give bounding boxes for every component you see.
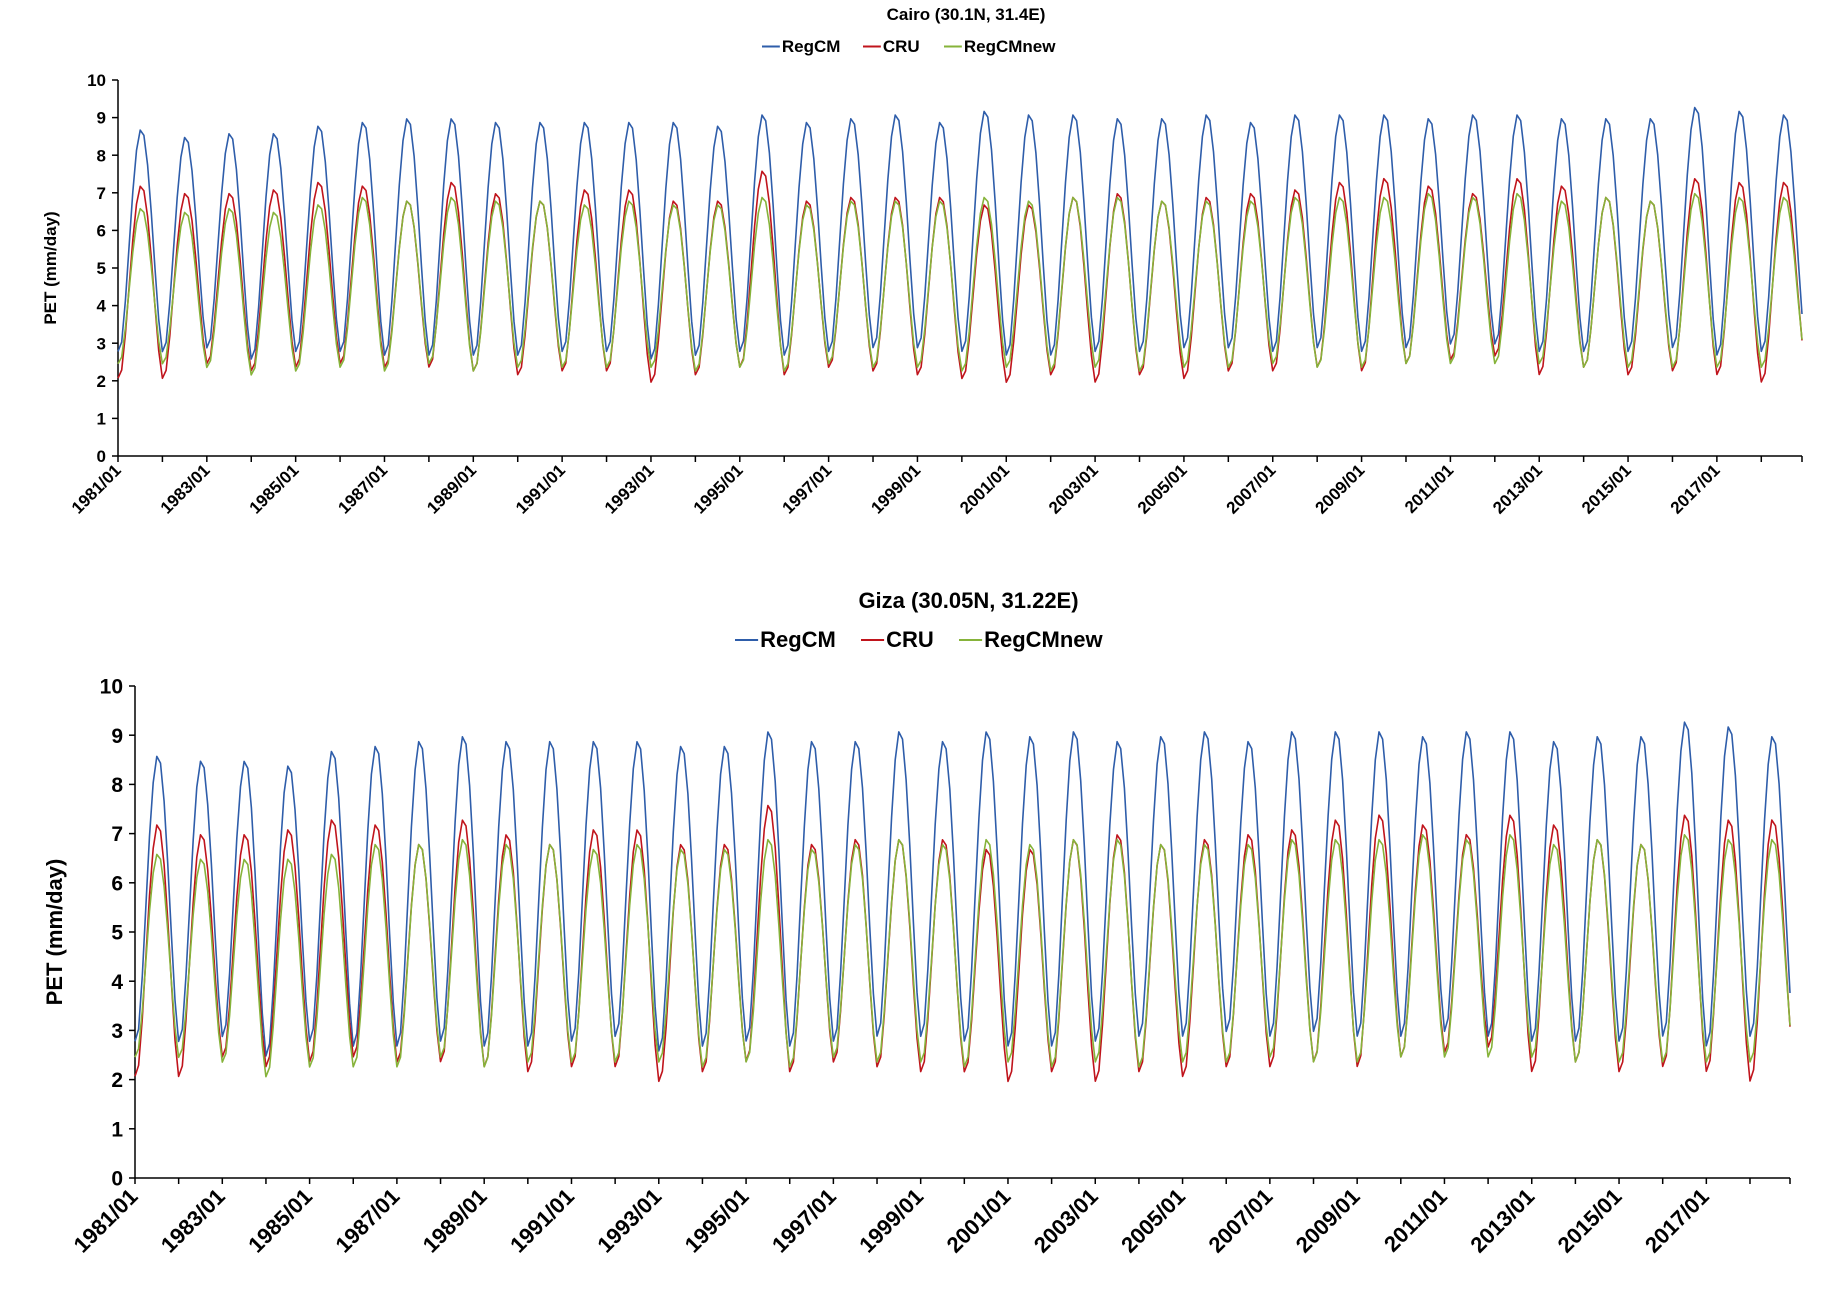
cairo-x-tick-label: 2001/01 bbox=[956, 461, 1013, 518]
giza-y-tick-label: 5 bbox=[111, 922, 123, 945]
giza-series-line-regcm bbox=[134, 721, 1791, 1057]
cairo-x-tick-label: 2011/01 bbox=[1401, 461, 1457, 517]
cairo-y-tick-label: 6 bbox=[97, 222, 106, 241]
giza-y-tick-label: 9 bbox=[111, 725, 123, 748]
giza-x-tick-label: 2001/01 bbox=[942, 1184, 1016, 1258]
legend-label-regcm: RegCM bbox=[760, 627, 836, 652]
giza-x-tick-label: 2007/01 bbox=[1203, 1184, 1277, 1258]
cairo-y-tick-label: 3 bbox=[97, 334, 106, 353]
cairo-x-tick-label: 2007/01 bbox=[1223, 461, 1280, 518]
legend-label-cru: CRU bbox=[883, 37, 920, 56]
cairo-x-tick-label: 1997/01 bbox=[779, 461, 836, 518]
giza-y-tick-label: 7 bbox=[111, 823, 123, 846]
cairo-y-tick-label: 9 bbox=[97, 109, 106, 128]
cairo-y-tick-label: 5 bbox=[97, 259, 106, 278]
cairo-x-tick-label: 2005/01 bbox=[1134, 461, 1191, 518]
cairo-x-tick-label: 2009/01 bbox=[1312, 461, 1369, 518]
cairo-series-line-cru bbox=[117, 170, 1803, 384]
giza-y-tick-label: 8 bbox=[111, 774, 123, 797]
giza-y-tick-label: 3 bbox=[111, 1020, 123, 1043]
giza-y-tick-label: 2 bbox=[111, 1069, 123, 1092]
giza-y-tick-label: 0 bbox=[111, 1168, 123, 1191]
cairo-x-tick-label: 2015/01 bbox=[1578, 461, 1635, 518]
giza-x-tick-label: 1995/01 bbox=[680, 1184, 754, 1258]
cairo-x-tick-label: 1999/01 bbox=[867, 461, 924, 518]
giza-y-tick-label: 10 bbox=[100, 676, 123, 699]
cairo-series-line-regcm bbox=[117, 106, 1803, 360]
giza-x-tick-label: 1991/01 bbox=[505, 1184, 579, 1258]
legend-label-regcm: RegCM bbox=[782, 37, 841, 56]
cairo-chart-title: Cairo (30.1N, 31.4E) bbox=[887, 5, 1046, 24]
giza-series-line-cru bbox=[134, 804, 1791, 1083]
giza-x-tick-label: 1997/01 bbox=[767, 1184, 841, 1258]
giza-x-tick-label: 1989/01 bbox=[418, 1184, 492, 1258]
giza-chart: Giza (30.05N, 31.22E) RegCM CRU RegCMnew 0 1 2… bbox=[0, 590, 1825, 1301]
legend-label-cru: CRU bbox=[886, 627, 934, 652]
giza-y-tick-label: 4 bbox=[111, 971, 123, 994]
giza-x-tick-label: 1981/01 bbox=[69, 1184, 143, 1258]
cairo-x-tick-label: 1993/01 bbox=[601, 461, 658, 518]
cairo-y-tick-label: 2 bbox=[97, 372, 106, 391]
giza-y-axis-label: PET (mm/day) bbox=[42, 859, 67, 1006]
cairo-y-tick-label: 4 bbox=[97, 297, 107, 316]
cairo-x-tick-label: 1989/01 bbox=[423, 461, 480, 518]
giza-chart-svg: Giza (30.05N, 31.22E) RegCM CRU RegCMnew 0 1 2… bbox=[42, 590, 1791, 1258]
giza-x-tick-label: 1985/01 bbox=[243, 1184, 317, 1258]
cairo-y-axis-label: PET (mm/day) bbox=[41, 211, 60, 324]
cairo-x-tick-label: 2017/01 bbox=[1667, 461, 1724, 518]
cairo-y-tick-label: 8 bbox=[97, 146, 106, 165]
cairo-y-tick-label: 1 bbox=[97, 410, 106, 429]
giza-x-tick-label: 1993/01 bbox=[592, 1184, 666, 1258]
cairo-y-tick-label: 7 bbox=[97, 184, 106, 203]
cairo-y-tick-label: 10 bbox=[87, 71, 106, 90]
giza-x-tick-label: 1987/01 bbox=[331, 1184, 405, 1258]
giza-series-line-regcmnew bbox=[134, 834, 1791, 1078]
cairo-chart: Cairo (30.1N, 31.4E) RegCM CRU RegCMnew 0 1 2 3… bbox=[0, 0, 1825, 590]
giza-x-tick-label: 1999/01 bbox=[854, 1184, 928, 1258]
giza-chart-title: Giza (30.05N, 31.22E) bbox=[858, 590, 1078, 613]
giza-x-tick-label: 2005/01 bbox=[1116, 1184, 1190, 1258]
cairo-y-tick-label: 0 bbox=[97, 447, 106, 466]
cairo-x-tick-label: 1985/01 bbox=[246, 461, 303, 518]
cairo-x-tick-label: 1987/01 bbox=[334, 461, 391, 518]
giza-x-tick-label: 2017/01 bbox=[1640, 1184, 1714, 1258]
giza-x-tick-label: 2009/01 bbox=[1291, 1184, 1365, 1258]
giza-x-tick-label: 2013/01 bbox=[1465, 1184, 1539, 1258]
giza-x-tick-label: 2015/01 bbox=[1553, 1184, 1627, 1258]
cairo-series-line-regcmnew bbox=[117, 192, 1803, 376]
cairo-x-tick-label: 1995/01 bbox=[690, 461, 747, 518]
legend-label-regcmnew: RegCMnew bbox=[964, 37, 1056, 56]
giza-x-tick-label: 1983/01 bbox=[156, 1184, 230, 1258]
cairo-x-tick-label: 1983/01 bbox=[157, 461, 214, 518]
cairo-x-tick-label: 1981/01 bbox=[68, 461, 125, 518]
cairo-x-tick-label: 2003/01 bbox=[1045, 461, 1102, 518]
cairo-x-tick-label: 1991/01 bbox=[512, 461, 569, 518]
giza-y-tick-label: 1 bbox=[111, 1118, 123, 1141]
legend-label-regcmnew: RegCMnew bbox=[984, 627, 1103, 652]
cairo-chart-svg: Cairo (30.1N, 31.4E) RegCM CRU RegCMnew 0 1 2 3… bbox=[41, 5, 1803, 518]
giza-x-tick-label: 2003/01 bbox=[1029, 1184, 1103, 1258]
giza-y-tick-label: 6 bbox=[111, 872, 123, 895]
cairo-x-tick-label: 2013/01 bbox=[1489, 461, 1546, 518]
giza-x-tick-label: 2011/01 bbox=[1379, 1184, 1452, 1257]
